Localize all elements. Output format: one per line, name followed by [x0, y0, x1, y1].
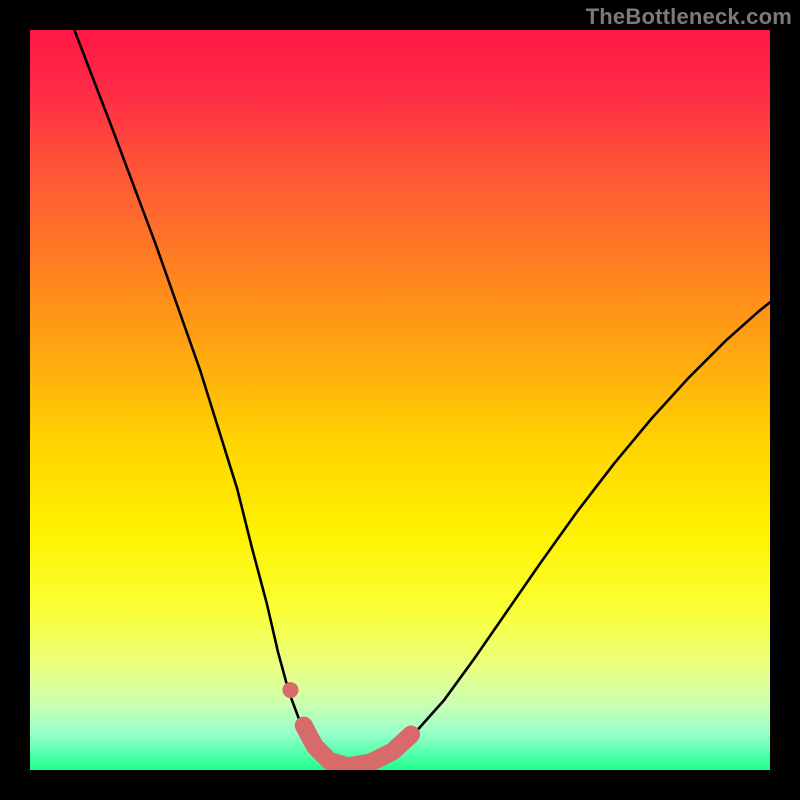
bottleneck-curve-chart: [30, 30, 770, 770]
optimal-dot-marker: [282, 682, 298, 698]
watermark-text: TheBottleneck.com: [586, 4, 792, 30]
chart-plot-area: [30, 30, 770, 770]
chart-background-gradient: [30, 30, 770, 770]
